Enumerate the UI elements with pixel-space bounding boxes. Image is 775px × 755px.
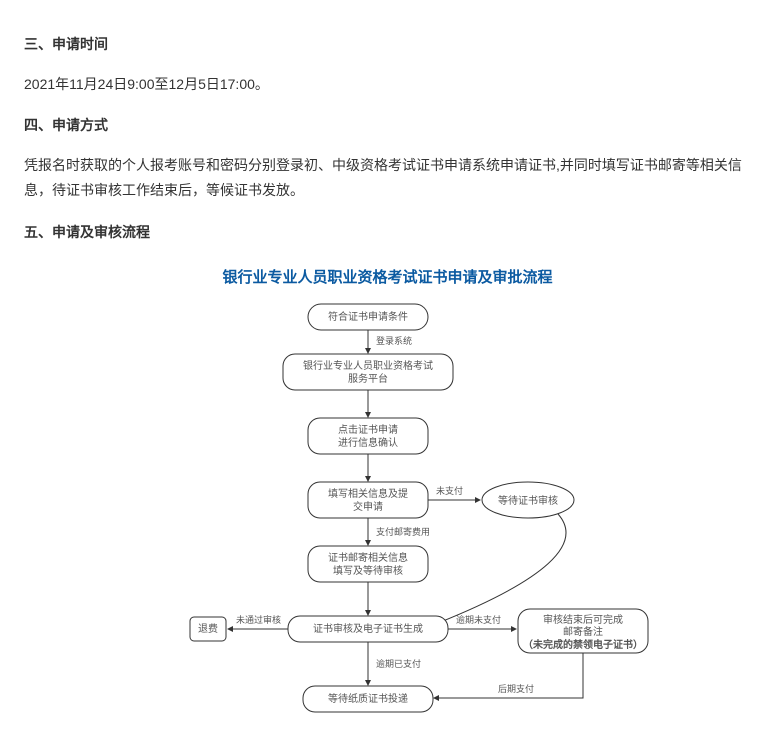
node-fillinfo-l1: 填写相关信息及提 xyxy=(328,487,408,500)
node-refund-label: 退费 xyxy=(198,622,218,635)
node-mailinfo-l1: 证书邮寄相关信息 xyxy=(328,551,408,564)
section-4-title: 四、申请方式 xyxy=(24,115,751,135)
section-4-body: 凭报名时获取的个人报考账号和密码分别登录初、中级资格考试证书申请系统申请证书,并… xyxy=(24,153,751,203)
node-wait-review-label: 等待证书审核 xyxy=(498,494,558,507)
section-3-title: 三、申请时间 xyxy=(24,34,751,54)
edge-login-label: 登录系统 xyxy=(376,335,412,346)
section-5-title: 五、申请及审核流程 xyxy=(24,222,751,242)
edge-unpaid-label: 未支付 xyxy=(436,485,463,496)
node-postaudit-l1: 审核结束后可完成 xyxy=(543,613,623,626)
node-platform-l1: 银行业专业人员职业资格考试 xyxy=(303,359,433,372)
section-3-body: 2021年11月24日9:00至12月5日17:00。 xyxy=(24,72,751,97)
edge-laterpay-label: 后期支付 xyxy=(498,683,534,694)
edge-overdue-unpaid-label: 逾期未支付 xyxy=(456,614,501,625)
node-apply-l2: 进行信息确认 xyxy=(338,436,398,449)
node-fillinfo-l2: 交申请 xyxy=(353,500,383,513)
edge-fail-label: 未通过审核 xyxy=(236,614,281,625)
edge-paymail-label: 支付邮寄费用 xyxy=(376,526,430,537)
node-platform-l2: 服务平台 xyxy=(348,372,388,385)
node-postaudit-l3: （未完成的禁领电子证书） xyxy=(523,638,643,651)
edge-overdue-paid-label: 逾期已支付 xyxy=(376,658,421,669)
node-start-label: 符合证书申请条件 xyxy=(328,310,408,323)
node-postaudit-l2: 邮寄备注 xyxy=(563,625,603,638)
node-apply-l1: 点击证书申请 xyxy=(338,423,398,436)
node-mailinfo-l2: 填写及等待审核 xyxy=(333,564,403,577)
flowchart-title: 银行业专业人员职业资格考试证书申请及审批流程 xyxy=(24,266,751,287)
flowchart: 符合证书申请条件 登录系统 银行业专业人员职业资格考试 服务平台 点击证书申请 … xyxy=(118,299,658,739)
node-review-gen-label: 证书审核及电子证书生成 xyxy=(313,622,423,635)
